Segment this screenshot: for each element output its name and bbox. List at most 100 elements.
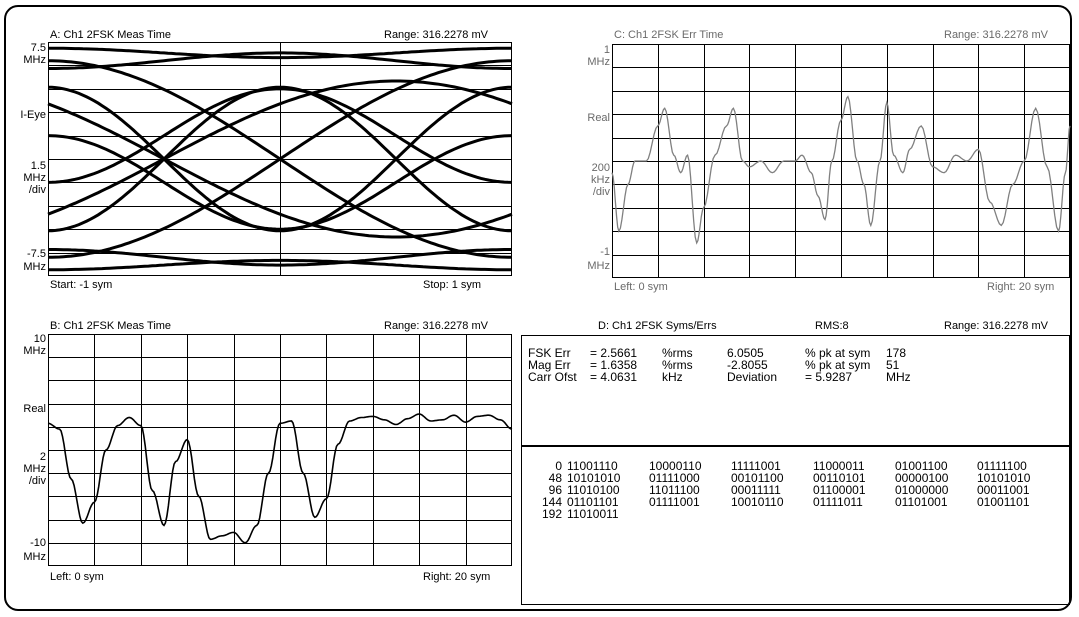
symbol-bits: 10101010	[977, 471, 1031, 485]
panel-b-y-scale-div: /div	[28, 475, 46, 487]
panel-b-x-left: Left: 0 sym	[50, 571, 104, 583]
stat-cell: 51	[886, 358, 900, 372]
panel-d-range: Range: 316.2278 mV	[944, 320, 1048, 332]
symbol-index: 0	[555, 459, 562, 473]
panel-b-y-bot: -10	[30, 537, 46, 549]
panel-a-eye-diagram	[47, 42, 513, 276]
panel-c-y-mid: Real	[587, 112, 610, 124]
panel-d-table: FSK Err = 2.5661 %rms 6.0505 % pk at sym 178 M…	[521, 335, 1070, 605]
panel-b-range: Range: 316.2278 mV	[384, 320, 488, 332]
panel-a-eye-trace	[48, 51, 512, 70]
symbol-bits: 01111001	[649, 495, 700, 509]
symbol-bits: 00011001	[977, 483, 1030, 497]
panel-c-y-bot-unit: MHz	[587, 260, 610, 272]
panel-a-eye-trace	[47, 59, 513, 259]
panel-b-y-scale-unit: MHz	[23, 463, 46, 475]
symbol-bits: 01001100	[895, 459, 948, 473]
panel-a-eye-trace	[47, 85, 513, 233]
panel-c-y-scale: 200	[591, 162, 610, 174]
panel-c-x-right: Right: 20 sym	[987, 281, 1055, 293]
panel-a-x-start: Start: -1 sym	[50, 279, 113, 291]
panel-a-eye-trace	[48, 248, 512, 267]
symbol-bits: 11111001	[731, 459, 781, 473]
panel-b-title: B: Ch1 2FSK Meas Time	[50, 320, 172, 332]
panel-c-y-top-unit: MHz	[587, 56, 610, 68]
panel-a-title: A: Ch1 2FSK Meas Time	[50, 29, 172, 41]
symbol-bits: 00000100	[895, 471, 949, 485]
symbol-index: 48	[548, 471, 562, 485]
panel-a-eye-trace	[47, 79, 513, 216]
panel-c-y-bot: -1	[600, 246, 610, 258]
panel-b-x-right: Right: 20 sym	[423, 571, 491, 583]
symbol-bits: 01100001	[813, 483, 866, 497]
panel-a-y-bot-unit: MHz	[23, 261, 46, 273]
panel-b-time-trace	[47, 334, 513, 566]
panel-c-y-scale-div: /div	[592, 186, 610, 198]
panel-a-eye-trace	[47, 102, 513, 239]
panel-a-y-scale-div: /div	[28, 184, 46, 196]
panel-a-y-bot: -7.5	[27, 248, 46, 260]
panel-c-error-trace	[611, 44, 1071, 278]
panel-a-y-scale: 1.5	[30, 160, 46, 172]
symbol-bits: 01000000	[895, 483, 949, 497]
stat-cell: = 1.6358	[590, 358, 638, 372]
stat-cell: 6.0505	[727, 346, 764, 360]
symbol-bits: 11000011	[813, 459, 865, 473]
symbol-bits: 10101010	[567, 471, 621, 485]
symbol-bits: 11010011	[567, 507, 619, 521]
stat-cell: = 4.0631	[590, 370, 638, 384]
panel-c-range: Range: 316.2278 mV	[944, 29, 1048, 41]
stat-cell: FSK Err	[528, 346, 571, 360]
symbol-bits: 00011111	[731, 483, 781, 497]
panel-c-x-left: Left: 0 sym	[614, 281, 668, 293]
symbol-bits: 11001110	[567, 459, 618, 473]
stat-cell: Mag Err	[528, 358, 571, 372]
stat-cell: % pk at sym	[805, 358, 871, 372]
symbol-index: 96	[548, 483, 562, 497]
panel-c-trace-line	[611, 95, 1071, 245]
panel-a-y-scale-unit: MHz	[23, 172, 46, 184]
panel-b-trace-line	[47, 413, 513, 544]
stat-cell: MHz	[886, 370, 911, 384]
panel-c-title: C: Ch1 2FSK Err Time	[614, 29, 724, 41]
symbol-bits: 10000110	[649, 459, 702, 473]
panel-a-eye-trace	[48, 258, 512, 272]
symbol-bits: 00110101	[813, 471, 866, 485]
stat-cell: = 5.9287	[805, 370, 853, 384]
symbol-bits: 01111100	[977, 459, 1027, 473]
symbol-index: 192	[541, 507, 562, 521]
stat-cell: -2.8055	[727, 358, 768, 372]
panel-b-y-scale: 2	[39, 451, 46, 463]
stat-cell: 178	[886, 346, 907, 360]
panel-b-y-bot-unit: MHz	[23, 551, 46, 563]
stat-cell: kHz	[662, 370, 683, 384]
symbol-bits: 11010100	[567, 483, 620, 497]
instrument-frame	[4, 5, 1072, 611]
stat-cell: % pk at sym	[805, 346, 871, 360]
panel-a-eye-trace	[48, 46, 512, 60]
symbol-bits: 01101101	[567, 495, 619, 509]
panel-b-y-top-unit: MHz	[23, 345, 46, 357]
symbol-bits: 01111000	[649, 471, 700, 485]
stat-cell: %rms	[662, 346, 693, 360]
panel-b-y-top: 10	[33, 333, 46, 345]
symbol-bits: 00101100	[731, 471, 784, 485]
stat-cell: Deviation	[727, 370, 778, 384]
panel-c-y-top: 1	[603, 44, 610, 56]
panel-a-y-top: 7.5	[30, 42, 46, 54]
panel-d-title: D: Ch1 2FSK Syms/Errs	[598, 320, 717, 332]
symbol-bits: 11011100	[649, 483, 700, 497]
panel-d-separator	[522, 445, 1069, 447]
symbol-bits: 01001101	[977, 495, 1030, 509]
panel-a-x-stop: Stop: 1 sym	[423, 279, 482, 291]
panel-a-eye-trace	[47, 134, 513, 231]
symbol-bits: 01101001	[895, 495, 948, 509]
symbol-bits: 01111011	[813, 495, 863, 509]
stat-cell: %rms	[662, 358, 693, 372]
stat-cell: Carr Ofst	[528, 370, 577, 384]
panel-a-y-top-unit: MHz	[23, 54, 46, 66]
panel-a-eye-trace	[47, 85, 513, 233]
panel-a-y-mid: I-Eye	[20, 109, 46, 121]
panel-c-y-scale-unit: kHz	[591, 174, 610, 186]
panel-d-rms: RMS:8	[815, 320, 849, 332]
